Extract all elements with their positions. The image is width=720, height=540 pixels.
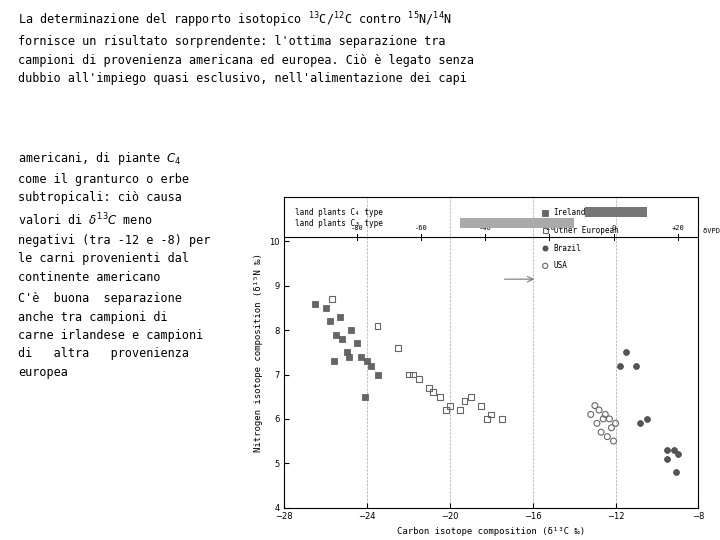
Point [335, 313, 346, 321]
Text: Ireland: Ireland [554, 208, 586, 217]
Point [591, 419, 603, 428]
Point [361, 357, 373, 366]
Point [635, 419, 647, 428]
Point [345, 326, 356, 334]
Point [459, 397, 470, 406]
Point [486, 410, 498, 419]
Text: C'è  buona  separazione
anche tra campioni di
carne irlandese e campioni
di   al: C'è buona separazione anche tra campioni… [18, 292, 203, 379]
Point [641, 415, 652, 423]
Y-axis label: Nitrogen isotope composition (δ¹⁵N ‰): Nitrogen isotope composition (δ¹⁵N ‰) [254, 253, 264, 452]
Point [600, 410, 611, 419]
Point [328, 357, 340, 366]
Point [330, 330, 342, 339]
Point [372, 370, 383, 379]
Point [539, 226, 551, 235]
Point [434, 393, 446, 401]
Text: Brazil: Brazil [554, 244, 581, 253]
Point [593, 406, 605, 414]
Point [608, 437, 619, 445]
Point [403, 370, 415, 379]
Point [454, 406, 466, 414]
Point [662, 446, 673, 454]
Point [413, 375, 425, 383]
Point [539, 261, 551, 270]
Point [482, 415, 493, 423]
Point [355, 353, 366, 361]
Point [598, 415, 609, 423]
Point [539, 244, 551, 252]
Point [601, 433, 613, 441]
Point [341, 348, 352, 357]
Point [372, 321, 383, 330]
Point [670, 468, 681, 476]
Point [539, 208, 551, 217]
Point [343, 353, 354, 361]
Text: -20: -20 [543, 225, 556, 231]
Text: land plants C₃ type: land plants C₃ type [294, 219, 382, 228]
Point [496, 415, 508, 423]
Text: δVPDB (‰): δVPDB (‰) [703, 227, 720, 234]
Text: -40: -40 [479, 225, 492, 231]
Text: USA: USA [554, 261, 567, 271]
Point [662, 455, 673, 463]
Point [465, 393, 477, 401]
Text: americani, di piante $C_4$
come il granturco o erbe
subtropicali: ciò causa
valo: americani, di piante $C_4$ come il grant… [18, 150, 210, 284]
Point [603, 415, 615, 423]
Point [407, 370, 418, 379]
Point [444, 401, 456, 410]
Text: -60: -60 [415, 225, 428, 231]
Point [620, 348, 631, 357]
Point [320, 303, 332, 312]
Text: La determinazione del rapporto isotopico $^{13}$C/$^{12}$C contro $^{15}$N/$^{14: La determinazione del rapporto isotopico… [18, 10, 474, 85]
Point [326, 295, 338, 303]
Point [351, 339, 363, 348]
Point [366, 361, 377, 370]
Point [423, 383, 435, 392]
Point [359, 393, 371, 401]
Point [392, 343, 404, 352]
X-axis label: Carbon isotope composition (δ¹³C ‰): Carbon isotope composition (δ¹³C ‰) [397, 527, 585, 536]
Point [672, 450, 683, 458]
Text: +20: +20 [671, 225, 684, 231]
Text: 0: 0 [611, 225, 616, 231]
Point [595, 428, 607, 436]
Point [428, 388, 439, 396]
Point [475, 401, 487, 410]
Point [606, 423, 617, 432]
Point [614, 361, 626, 370]
Text: -80: -80 [351, 225, 363, 231]
Point [585, 410, 596, 419]
Point [589, 401, 600, 410]
Point [440, 406, 451, 414]
Point [324, 317, 336, 326]
Point [631, 361, 642, 370]
Text: land plants C₄ type: land plants C₄ type [294, 208, 382, 217]
Point [668, 446, 680, 454]
Point [337, 335, 348, 343]
Point [310, 299, 321, 308]
Text: Other European: Other European [554, 226, 618, 235]
Point [610, 419, 621, 428]
